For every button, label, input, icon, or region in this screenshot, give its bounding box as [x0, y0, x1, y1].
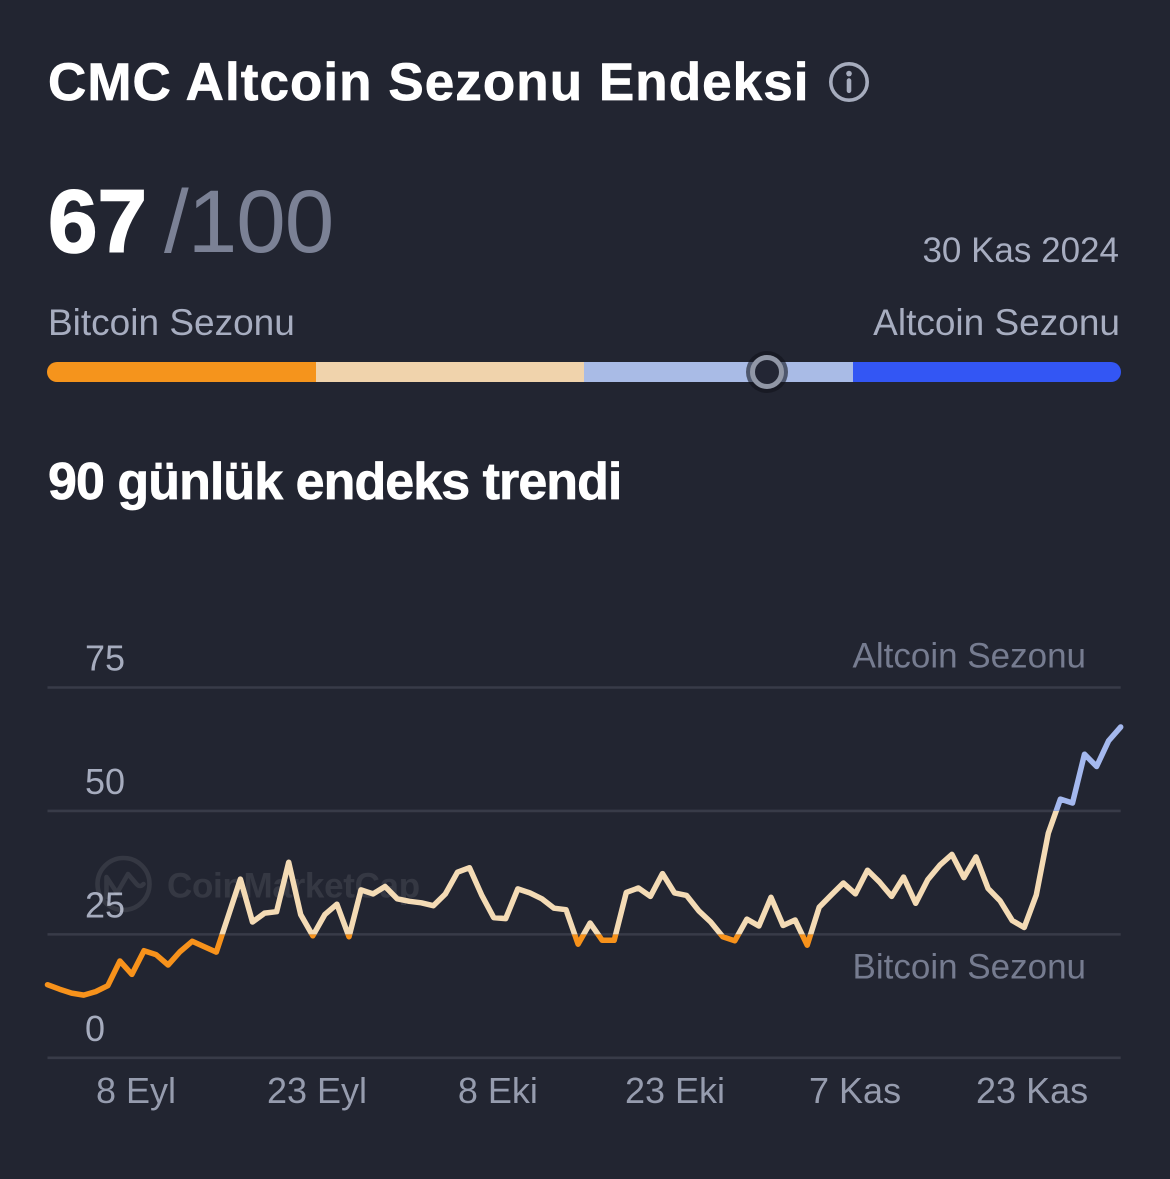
- trend-heading: 90 günlük endeks trendi: [48, 452, 623, 511]
- score-value: 67: [47, 170, 148, 271]
- zone-label-bitcoin: Bitcoin Sezonu: [853, 948, 1086, 987]
- page-title: CMC Altcoin Sezonu Endeksi: [48, 52, 810, 112]
- x-tick-label-4: 7 Kas: [809, 1070, 901, 1111]
- gauge-segment-1: [315, 362, 584, 382]
- gauge-label-altcoin: Altcoin Sezonu: [873, 302, 1120, 343]
- gauge-label-bitcoin: Bitcoin Sezonu: [48, 302, 295, 343]
- gauge-knob: [749, 355, 784, 389]
- score-date: 30 Kas 2024: [922, 231, 1119, 270]
- y-tick-label-0: 0: [85, 1008, 105, 1049]
- y-tick-label-75: 75: [85, 638, 125, 679]
- watermark-logo-icon: [95, 855, 152, 913]
- y-tick-label-50: 50: [85, 761, 125, 802]
- y-tick-label-25: 25: [85, 884, 125, 925]
- x-tick-label-0: 8 Eyl: [96, 1070, 176, 1111]
- zone-label-altcoin: Altcoin Sezonu: [853, 637, 1086, 676]
- info-icon[interactable]: [828, 61, 870, 103]
- series-neutral-zone: [219, 810, 1060, 935]
- x-tick-label-2: 8 Eki: [458, 1070, 538, 1111]
- gauge-segment-0: [47, 362, 316, 382]
- gauge-labels: Bitcoin Sezonu Altcoin Sezonu: [48, 304, 1120, 341]
- x-tick-label-1: 23 Eyl: [267, 1070, 367, 1111]
- gauge-segment-2: [584, 362, 853, 382]
- watermark-logo-m: [104, 871, 146, 900]
- score-max: /100: [164, 170, 334, 271]
- x-tick-label-3: 23 Eki: [625, 1070, 725, 1111]
- trend-chart: 0 25 50 75 8 Eyl 23 Eyl 8 Eki 23 Eki 7 Kas 23 Kas…: [44, 637, 1124, 1111]
- score-row: 67 /100: [47, 170, 334, 271]
- gauge-track: [47, 362, 1121, 382]
- header: CMC Altcoin Sezonu Endeksi: [48, 52, 870, 112]
- x-tick-label-5: 23 Kas: [976, 1070, 1088, 1111]
- gauge-segment-3: [852, 362, 1121, 382]
